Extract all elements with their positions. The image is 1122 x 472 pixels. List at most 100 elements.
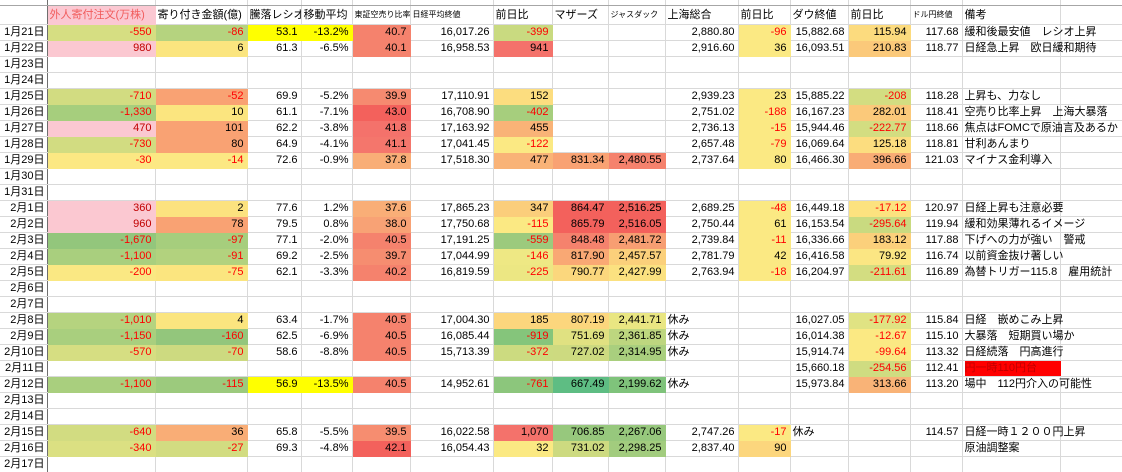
cell[interactable]: 40.2: [352, 265, 410, 281]
cell[interactable]: -160: [155, 329, 247, 345]
cell[interactable]: [552, 121, 608, 137]
cell[interactable]: 23: [738, 89, 790, 105]
column-header-shanghai_change[interactable]: 前日比: [738, 6, 790, 25]
cell[interactable]: [790, 409, 848, 425]
cell[interactable]: 2,298.25: [608, 441, 665, 457]
cell[interactable]: -6.5%: [301, 41, 352, 57]
cell[interactable]: 183.12: [848, 233, 910, 249]
cell[interactable]: -48: [738, 201, 790, 217]
cell[interactable]: [608, 457, 665, 472]
cell[interactable]: 4: [155, 313, 247, 329]
cell[interactable]: 63.4: [247, 313, 301, 329]
cell[interactable]: 17,163.92: [410, 121, 493, 137]
row-date[interactable]: 2月17日: [0, 457, 47, 472]
cell[interactable]: [352, 393, 410, 409]
cell[interactable]: [790, 281, 848, 297]
cell[interactable]: [665, 57, 738, 73]
cell[interactable]: -3.8%: [301, 121, 352, 137]
cell[interactable]: 休み: [665, 345, 738, 361]
cell[interactable]: [47, 361, 155, 377]
cell[interactable]: -761: [493, 377, 552, 393]
cell[interactable]: 2,763.94: [665, 265, 738, 281]
cell[interactable]: 16,085.44: [410, 329, 493, 345]
cell[interactable]: 152: [493, 89, 552, 105]
cell[interactable]: -730: [47, 137, 155, 153]
cell[interactable]: 53.1: [247, 25, 301, 41]
cell[interactable]: [247, 57, 301, 73]
cell[interactable]: [608, 73, 665, 89]
cell[interactable]: -1,100: [47, 377, 155, 393]
cell[interactable]: 32: [493, 441, 552, 457]
remarks-cell[interactable]: [962, 73, 1122, 89]
cell[interactable]: 117.68: [910, 25, 962, 41]
cell[interactable]: [665, 361, 738, 377]
cell[interactable]: 62.5: [247, 329, 301, 345]
cell[interactable]: 2,457.57: [608, 249, 665, 265]
cell[interactable]: 16,204.97: [790, 265, 848, 281]
cell[interactable]: 347: [493, 201, 552, 217]
cell[interactable]: 113.32: [910, 345, 962, 361]
cell[interactable]: [738, 57, 790, 73]
row-date[interactable]: 1月23日: [0, 57, 47, 73]
cell[interactable]: 2,314.95: [608, 345, 665, 361]
remarks-cell[interactable]: 焦点はFOMCで原油言及あるか: [962, 121, 1122, 137]
cell[interactable]: [301, 57, 352, 73]
cell[interactable]: [608, 297, 665, 313]
cell[interactable]: 790.77: [552, 265, 608, 281]
cell[interactable]: [410, 57, 493, 73]
cell[interactable]: 77.1: [247, 233, 301, 249]
cell[interactable]: 2,939.23: [665, 89, 738, 105]
cell[interactable]: [410, 409, 493, 425]
cell[interactable]: 80: [155, 137, 247, 153]
row-date[interactable]: 2月7日: [0, 297, 47, 313]
cell[interactable]: [155, 57, 247, 73]
cell[interactable]: 118.66: [910, 121, 962, 137]
row-date[interactable]: 2月8日: [0, 313, 47, 329]
remarks-cell[interactable]: 上昇も、力なし: [962, 89, 1122, 105]
cell[interactable]: -2.0%: [301, 233, 352, 249]
remarks-cell[interactable]: 緩和後最安値 レシオ上昇: [962, 25, 1122, 41]
cell[interactable]: 14,952.61: [410, 377, 493, 393]
cell[interactable]: -12.67: [848, 329, 910, 345]
cell[interactable]: -188: [738, 105, 790, 121]
cell[interactable]: 78: [155, 217, 247, 233]
cell[interactable]: 72.6: [247, 153, 301, 169]
cell[interactable]: [47, 185, 155, 201]
cell[interactable]: -91: [155, 249, 247, 265]
cell[interactable]: [410, 169, 493, 185]
cell[interactable]: [301, 185, 352, 201]
cell[interactable]: [552, 89, 608, 105]
cell[interactable]: [552, 41, 608, 57]
cell[interactable]: [552, 361, 608, 377]
cell[interactable]: 118.28: [910, 89, 962, 105]
row-date[interactable]: 2月10日: [0, 345, 47, 361]
row-date[interactable]: 1月29日: [0, 153, 47, 169]
cell[interactable]: [910, 73, 962, 89]
cell[interactable]: 731.02: [552, 441, 608, 457]
cell[interactable]: 2,739.84: [665, 233, 738, 249]
cell[interactable]: 58.6: [247, 345, 301, 361]
cell[interactable]: 40.1: [352, 41, 410, 57]
cell[interactable]: 848.48: [552, 233, 608, 249]
cell[interactable]: [301, 169, 352, 185]
cell[interactable]: -340: [47, 441, 155, 457]
cell[interactable]: -13.5%: [301, 377, 352, 393]
row-date[interactable]: 2月14日: [0, 409, 47, 425]
cell[interactable]: [848, 457, 910, 472]
cell[interactable]: [155, 169, 247, 185]
cell[interactable]: -919: [493, 329, 552, 345]
cell[interactable]: [848, 393, 910, 409]
cell[interactable]: [247, 361, 301, 377]
cell[interactable]: [247, 169, 301, 185]
cell[interactable]: 休み: [665, 377, 738, 393]
cell[interactable]: -8.8%: [301, 345, 352, 361]
cell[interactable]: [552, 137, 608, 153]
cell[interactable]: 101: [155, 121, 247, 137]
row-date[interactable]: 1月22日: [0, 41, 47, 57]
cell[interactable]: 114.57: [910, 425, 962, 441]
row-date[interactable]: 2月13日: [0, 393, 47, 409]
cell[interactable]: -17: [738, 425, 790, 441]
cell[interactable]: -559: [493, 233, 552, 249]
cell[interactable]: 36: [155, 425, 247, 441]
cell[interactable]: [301, 457, 352, 472]
